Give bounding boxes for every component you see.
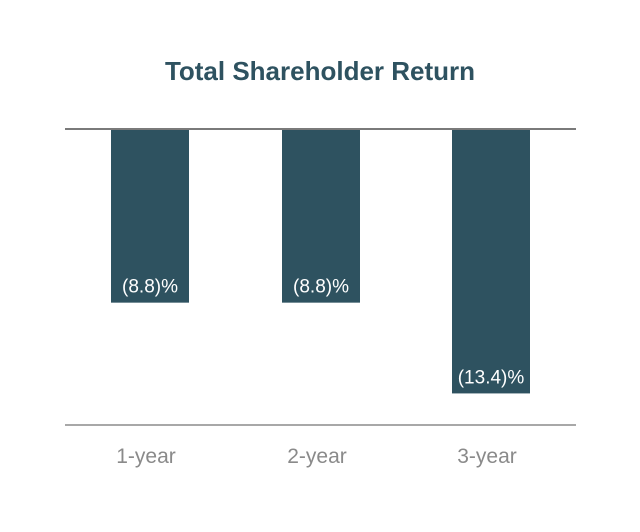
data-label-1-year: (8.8)% [122, 277, 178, 298]
x-tick-labels-group: 1-year 2-year 3-year [116, 445, 517, 468]
chart-title: Total Shareholder Return [164, 56, 476, 86]
x-tick-label-2-year: 2-year [287, 445, 347, 468]
x-tick-label-3-year: 3-year [457, 445, 517, 468]
x-tick-label-1-year: 1-year [116, 445, 176, 468]
bar-2-year [282, 129, 360, 303]
data-label-3-year: (13.4)% [458, 367, 525, 388]
bars-group [111, 129, 530, 394]
data-label-2-year: (8.8)% [293, 277, 349, 298]
bar-3-year [452, 129, 530, 394]
data-labels-group: (8.8)% (8.8)% (13.4)% [122, 277, 524, 389]
bar-1-year [111, 129, 189, 303]
